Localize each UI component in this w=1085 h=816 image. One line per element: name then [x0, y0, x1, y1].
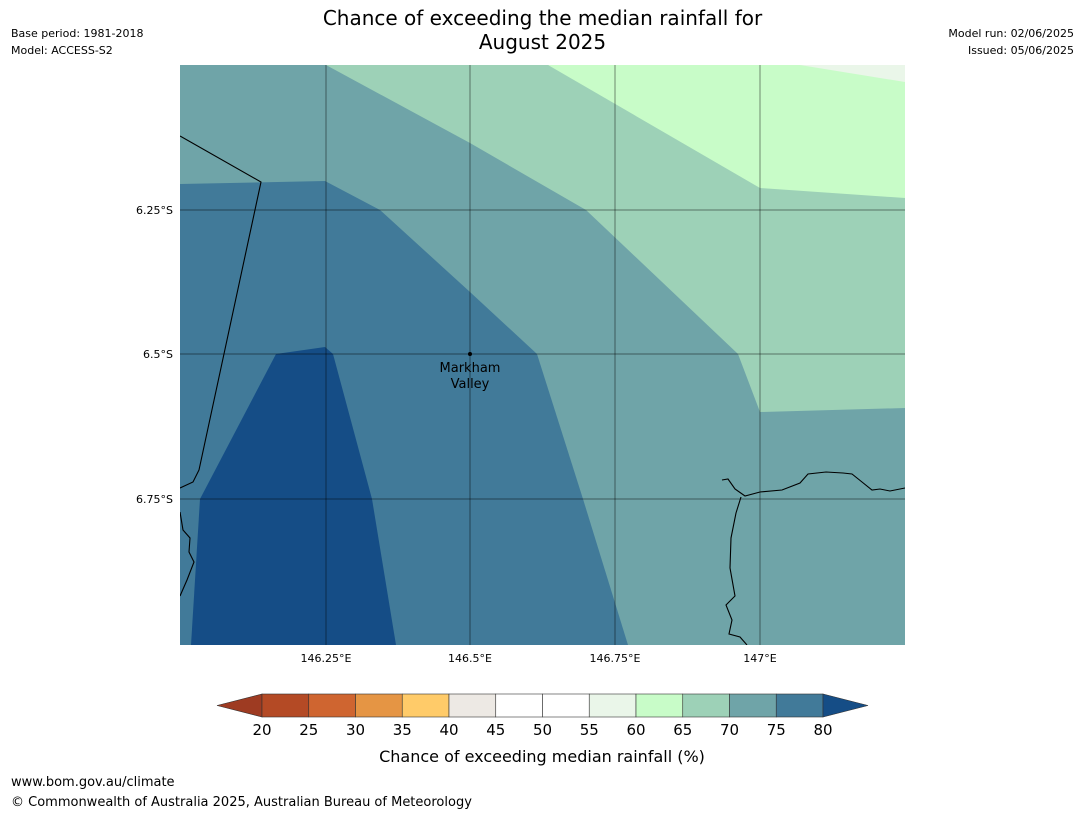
- zone-55-60: [800, 65, 905, 82]
- base-period: Base period: 1981-2018: [11, 27, 144, 40]
- colorbar-over-arrow: [822, 693, 869, 718]
- colorbar-segment: [682, 693, 730, 718]
- colorbar-tick-label: 45: [486, 721, 505, 739]
- footer-url: www.bom.gov.au/climate: [11, 775, 175, 790]
- colorbar-under-arrow: [216, 693, 263, 718]
- markham-valley-marker: [468, 352, 472, 356]
- boundary-line: [180, 135, 262, 489]
- lon-tick-label: 146.5°E: [448, 652, 492, 665]
- meta-right: Model run: 02/06/2025 Issued: 05/06/2025: [948, 25, 1074, 59]
- colorbar-segment: [775, 693, 824, 718]
- colorbar-tick-label: 40: [439, 721, 458, 739]
- colorbar-tick-label: 65: [673, 721, 692, 739]
- colorbar-tick-label: 50: [533, 721, 552, 739]
- colorbar-tick-label: 25: [299, 721, 318, 739]
- footer-copyright: © Commonwealth of Australia 2025, Austra…: [11, 795, 472, 810]
- title-line-2: August 2025: [478, 30, 607, 54]
- coastline-west: [180, 511, 195, 597]
- colorbar-segment: [588, 693, 637, 718]
- zone-80-plus: [191, 347, 396, 645]
- coastline: [180, 135, 905, 645]
- zone-60-65: [548, 65, 905, 198]
- meta-left: Base period: 1981-2018 Model: ACCESS-S2: [11, 25, 143, 59]
- lon-tick-label: 146.75°E: [590, 652, 641, 665]
- colorbar-segment: [448, 693, 497, 718]
- lat-tick-labels: 6.25°S 6.5°S 6.75°S: [136, 204, 173, 506]
- probability-map: [180, 65, 905, 645]
- place-label-line-2: Valley: [451, 377, 490, 392]
- colorbar-segment: [308, 693, 356, 718]
- colorbar-tick-label: 55: [580, 721, 599, 739]
- colorbar-segment: [355, 693, 403, 718]
- colorbar: 20 25 30 35 40 45 50 55 60 65 70 75 80 Chance of exce…: [216, 693, 869, 766]
- lon-tick-label: 147°E: [743, 652, 776, 665]
- colorbar-tick-label: 70: [720, 721, 739, 739]
- colorbar-tick-label: 60: [626, 721, 645, 739]
- colorbar-label: Chance of exceeding median rainfall (%): [379, 747, 705, 766]
- model-run: Model run: 02/06/2025: [948, 27, 1074, 40]
- lat-tick-label: 6.5°S: [143, 348, 173, 361]
- lat-tick-label: 6.75°S: [136, 493, 173, 506]
- issued-date: Issued: 05/06/2025: [967, 44, 1074, 57]
- colorbar-segment: [542, 693, 590, 718]
- title-line-1: Chance of exceeding the median rainfall …: [322, 6, 763, 30]
- colorbar-tick-label: 75: [767, 721, 786, 739]
- lat-tick-label: 6.25°S: [136, 204, 173, 217]
- map-title: Chance of exceeding the median rainfall …: [0, 6, 1085, 54]
- model-name: Model: ACCESS-S2: [11, 44, 113, 57]
- colorbar-tick-label: 80: [813, 721, 832, 739]
- coastline-east: [721, 471, 905, 645]
- colorbar-tick-label: 35: [393, 721, 412, 739]
- lon-tick-label: 146.25°E: [301, 652, 352, 665]
- colorbar-tick-label: 30: [346, 721, 365, 739]
- colorbar-tick-label: 20: [252, 721, 271, 739]
- colorbar-segment: [495, 693, 543, 718]
- colorbar-segment: [261, 693, 310, 718]
- gridlines: [180, 65, 905, 645]
- colorbar-segment: [401, 693, 450, 718]
- colorbar-segment: [635, 693, 684, 718]
- place-label-line-1: Markham: [440, 361, 501, 376]
- colorbar-segment: [729, 693, 777, 718]
- lon-tick-labels: 146.25°E 146.5°E 146.75°E 147°E: [301, 652, 777, 665]
